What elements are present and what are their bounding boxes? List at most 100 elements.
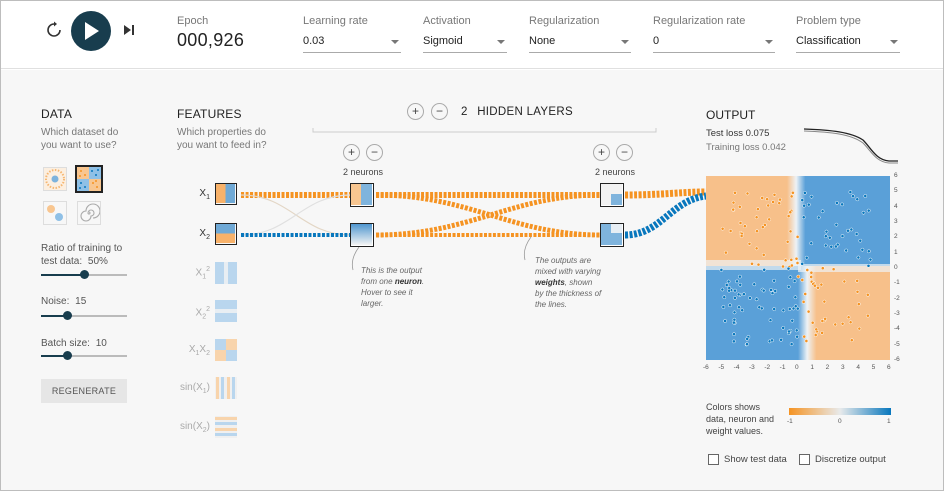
- legend-max: 1: [887, 418, 891, 425]
- data-point: [733, 190, 737, 195]
- data-point: [768, 318, 773, 323]
- data-point: [721, 305, 726, 309]
- neuron-2-2[interactable]: [600, 223, 624, 247]
- discretize-output-checkbox[interactable]: [799, 454, 810, 465]
- heatmap-boundary-right: [798, 264, 890, 272]
- annot2-line4: by the thickness of: [535, 289, 602, 298]
- feature-x1[interactable]: [215, 183, 237, 205]
- ratio-value: 50%: [87, 256, 108, 267]
- step-button[interactable]: [122, 23, 136, 37]
- data-point: [787, 329, 791, 334]
- x-tick-label: 5: [871, 364, 876, 371]
- dataset-spiral[interactable]: [77, 201, 101, 225]
- data-point: [754, 215, 759, 220]
- batch-slider[interactable]: [41, 351, 127, 360]
- data-point: [779, 337, 783, 342]
- learning-rate-label: Learning rate: [303, 15, 368, 27]
- add-layer-button[interactable]: +: [407, 103, 424, 120]
- data-point: [765, 197, 769, 202]
- regenerate-button[interactable]: REGENERATE: [41, 379, 127, 403]
- layer1-add-neuron-button[interactable]: +: [343, 144, 360, 161]
- discretize-output-label: Discretize output: [815, 454, 886, 465]
- circle-dataset-icon: [44, 168, 66, 190]
- data-point: [855, 279, 860, 283]
- neuron-1-1[interactable]: [350, 183, 374, 207]
- neuron-2-1[interactable]: [600, 183, 624, 207]
- link-n11-n22: [375, 192, 602, 238]
- feature-sin-x1[interactable]: [215, 377, 237, 399]
- noise-label-text: Noise:: [41, 296, 70, 307]
- data-point: [866, 263, 871, 268]
- reset-button[interactable]: [45, 21, 63, 39]
- data-point: [816, 215, 821, 220]
- annot1-leader: [351, 246, 360, 271]
- learning-rate-select[interactable]: 0.03: [303, 35, 401, 53]
- y-tick-label: -6: [894, 356, 900, 363]
- annot1-text: from one: [361, 277, 393, 286]
- problem-type-select[interactable]: Classification: [796, 35, 900, 53]
- feature-x1sq-preview: [215, 262, 237, 284]
- color-scale-bar: [789, 408, 891, 415]
- reg-rate-value: 0: [653, 35, 660, 47]
- layer2-add-neuron-button[interactable]: +: [593, 144, 610, 161]
- data-point: [769, 288, 773, 292]
- data-point: [756, 262, 761, 267]
- reg-rate-select[interactable]: 0: [653, 35, 775, 53]
- show-test-data-checkbox[interactable]: [708, 454, 719, 465]
- x-tick-label: 1: [810, 364, 814, 371]
- step-icon: [124, 25, 134, 35]
- output-heatmap: [706, 176, 890, 360]
- ratio-slider[interactable]: [41, 270, 127, 279]
- feature-x2-squared[interactable]: [215, 300, 237, 322]
- play-button[interactable]: [71, 11, 111, 51]
- data-point: [801, 215, 806, 220]
- layer2-remove-neuron-button[interactable]: −: [616, 144, 633, 161]
- data-point: [803, 191, 807, 195]
- feature-x2sq-preview: [215, 300, 237, 322]
- annot2-leader: [523, 236, 532, 261]
- epoch-label: Epoch: [177, 15, 209, 27]
- data-point: [720, 226, 725, 231]
- annot2-line3: weights, shown: [535, 277, 625, 288]
- data-point: [740, 308, 745, 313]
- loss-chart-test: [803, 128, 898, 162]
- data-point: [770, 291, 775, 296]
- ratio-slider-fill: [41, 274, 84, 276]
- feature-sin-x2[interactable]: [215, 416, 237, 438]
- data-point: [786, 214, 791, 218]
- network-links: [240, 128, 898, 271]
- data-point: [823, 316, 827, 321]
- dataset-xor[interactable]: [75, 165, 103, 193]
- neuron-1-2[interactable]: [350, 223, 374, 247]
- layer1-remove-neuron-button[interactable]: −: [366, 144, 383, 161]
- feature-x1x2[interactable]: [215, 339, 237, 361]
- data-point: [842, 279, 847, 284]
- data-point: [770, 338, 774, 343]
- data-point: [745, 342, 749, 347]
- dataset-gaussian[interactable]: [43, 201, 67, 225]
- data-point: [823, 243, 828, 248]
- noise-slider[interactable]: [41, 311, 127, 320]
- batch-slider-knob[interactable]: [62, 351, 72, 360]
- data-point: [801, 300, 806, 304]
- data-point: [834, 222, 839, 227]
- ratio-slider-knob[interactable]: [80, 270, 89, 279]
- data-point: [723, 319, 727, 323]
- regularization-select[interactable]: None: [529, 35, 631, 53]
- data-point: [757, 305, 762, 310]
- neuron-2-1-preview: [601, 184, 622, 205]
- data-point: [732, 332, 736, 337]
- data-point: [820, 331, 824, 335]
- remove-layer-button[interactable]: −: [431, 103, 448, 120]
- chevron-down-icon: [890, 40, 898, 44]
- spiral-dataset-icon: [78, 202, 101, 224]
- annot1-line2: from one neuron.: [361, 276, 441, 287]
- dataset-circle[interactable]: [43, 167, 67, 191]
- feature-x1-squared[interactable]: [215, 262, 237, 284]
- data-point: [854, 232, 859, 236]
- data-point: [745, 337, 750, 341]
- hidden-layers-heading: 2 HIDDEN LAYERS: [461, 106, 573, 118]
- feature-x2[interactable]: [215, 223, 237, 245]
- activation-select[interactable]: Sigmoid: [423, 35, 507, 53]
- noise-slider-knob[interactable]: [62, 311, 72, 320]
